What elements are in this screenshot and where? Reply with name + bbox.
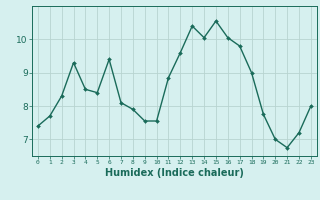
- X-axis label: Humidex (Indice chaleur): Humidex (Indice chaleur): [105, 168, 244, 178]
